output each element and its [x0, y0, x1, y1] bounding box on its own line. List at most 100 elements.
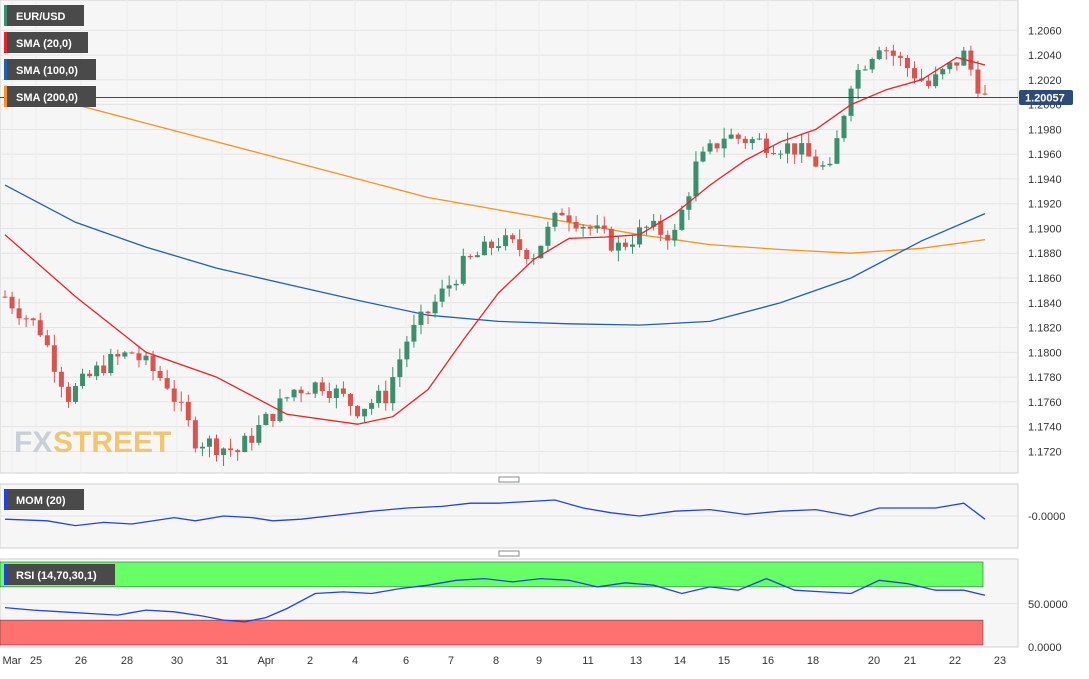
candle-bear — [587, 226, 593, 229]
candle-bull — [256, 425, 262, 443]
sma200-path — [4, 85, 986, 254]
candle-bear — [926, 80, 932, 87]
candle-bull — [651, 220, 657, 227]
candle-bear — [566, 215, 572, 222]
candle-bull — [707, 143, 713, 152]
candle-bear — [319, 382, 325, 392]
x-tick-label: Mar — [3, 655, 22, 667]
x-tick-label: 11 — [582, 655, 593, 667]
candle-bull — [199, 446, 205, 449]
legend: EUR/USD SMA (20,0) SMA (100,0) SMA (200,… — [4, 5, 96, 107]
candle-bear — [735, 134, 741, 139]
candle-bull — [615, 242, 621, 251]
x-tick-label: 9 — [536, 655, 542, 667]
candle-bear — [305, 393, 311, 395]
candle-bear — [178, 401, 184, 403]
x-tick-label: 23 — [994, 655, 1006, 667]
resize-handle-mom-grip — [498, 476, 520, 483]
candle-bull — [460, 255, 466, 284]
candle-bull — [862, 69, 868, 71]
candle-bear — [228, 448, 234, 451]
legend-sma200-bg — [4, 86, 96, 107]
rsi-axis-tick-0: 0.0000 — [1028, 642, 1062, 654]
candle-bear — [249, 435, 255, 443]
candle-bear — [806, 143, 812, 157]
candle-bull — [404, 341, 410, 360]
current-price-label: 1.20057 — [1025, 93, 1065, 105]
mom-label-marker — [4, 489, 7, 510]
candle-bear — [355, 405, 361, 417]
candle-bull — [693, 161, 699, 197]
x-tick-label: 2 — [307, 655, 313, 667]
legend-sma100-marker — [4, 59, 7, 80]
candle-bull — [481, 241, 487, 256]
candle-bear — [65, 386, 71, 402]
candle-bear — [101, 365, 107, 374]
candle-bear — [883, 50, 889, 52]
y-tick-label: 1.1880 — [1028, 248, 1062, 260]
legend-symbol[interactable]: EUR/USD — [4, 5, 84, 26]
candle-bull — [637, 227, 643, 245]
candle-bull — [397, 359, 403, 378]
sma100-line — [4, 184, 986, 326]
y-tick-label: 1.1720 — [1028, 446, 1062, 458]
candle-bull — [545, 226, 551, 246]
candle-bull — [749, 139, 755, 144]
candle-bull — [855, 69, 861, 89]
candle-bear — [298, 389, 304, 394]
candle-bear — [115, 354, 121, 357]
candle-bear — [171, 388, 177, 402]
mom-label: MOM (20) — [16, 495, 66, 507]
candle-bear — [665, 234, 671, 241]
candle-bull — [80, 373, 86, 387]
legend-sma200[interactable]: SMA (200,0) — [4, 86, 96, 107]
y-tick-label: 1.1940 — [1028, 174, 1062, 186]
candle-bear — [164, 378, 170, 389]
rsi-overbought-zone — [0, 561, 984, 588]
candle-bear — [517, 239, 523, 250]
rsi-label-tag[interactable]: RSI (14,70,30,1) — [4, 564, 115, 585]
legend-symbol-label: EUR/USD — [16, 11, 66, 23]
rsi-oversold-zone — [0, 619, 984, 646]
rsi-label-bg — [4, 564, 115, 585]
candle-bear — [954, 62, 960, 66]
candle-bear — [510, 235, 516, 240]
y-tick-label: 1.1740 — [1028, 422, 1062, 434]
mom-label-tag[interactable]: MOM (20) — [4, 489, 84, 510]
candle-bull — [418, 311, 424, 325]
resize-handle-mom[interactable] — [498, 476, 520, 483]
x-tick-label: 21 — [904, 655, 916, 667]
candle-bear — [742, 138, 748, 144]
candle-bear — [270, 413, 276, 422]
candle-bear — [9, 296, 15, 309]
candle-bull — [841, 115, 847, 139]
candle-bear — [326, 391, 332, 398]
candle-bear — [601, 225, 607, 229]
candle-bull — [432, 301, 438, 314]
candle-bull — [362, 408, 368, 417]
y-tick-label: 1.1960 — [1028, 149, 1062, 161]
y-tick-label: 1.2060 — [1028, 25, 1062, 37]
legend-sma20[interactable]: SMA (20,0) — [4, 32, 88, 53]
resize-handle-rsi[interactable] — [498, 550, 520, 557]
sma20-path — [4, 56, 986, 425]
candle-bull — [503, 235, 509, 247]
legend-sma100-bg — [4, 59, 96, 80]
rsi-axis-tick-50: 50.0000 — [1028, 599, 1068, 611]
legend-sma100[interactable]: SMA (100,0) — [4, 59, 96, 80]
candle-bull — [785, 143, 791, 154]
y-tick-label: 1.1980 — [1028, 124, 1062, 136]
sma100-path — [4, 184, 986, 326]
candle-bull — [778, 153, 784, 155]
candle-bull — [263, 413, 269, 426]
x-axis: Mar 25 26 28 30 31 Apr 2 4 6 7 8 9 11 13 14 15 16 18 20 21 22… — [3, 655, 1007, 667]
x-tick-label: 16 — [762, 655, 774, 667]
candle-bull — [312, 382, 318, 394]
watermark-fx: FX — [14, 426, 52, 459]
candle-bear — [770, 152, 776, 155]
candle-bull — [439, 288, 445, 302]
candle-bear — [763, 138, 769, 153]
candle-bull — [221, 448, 227, 455]
resize-handle-rsi-grip — [498, 550, 520, 557]
